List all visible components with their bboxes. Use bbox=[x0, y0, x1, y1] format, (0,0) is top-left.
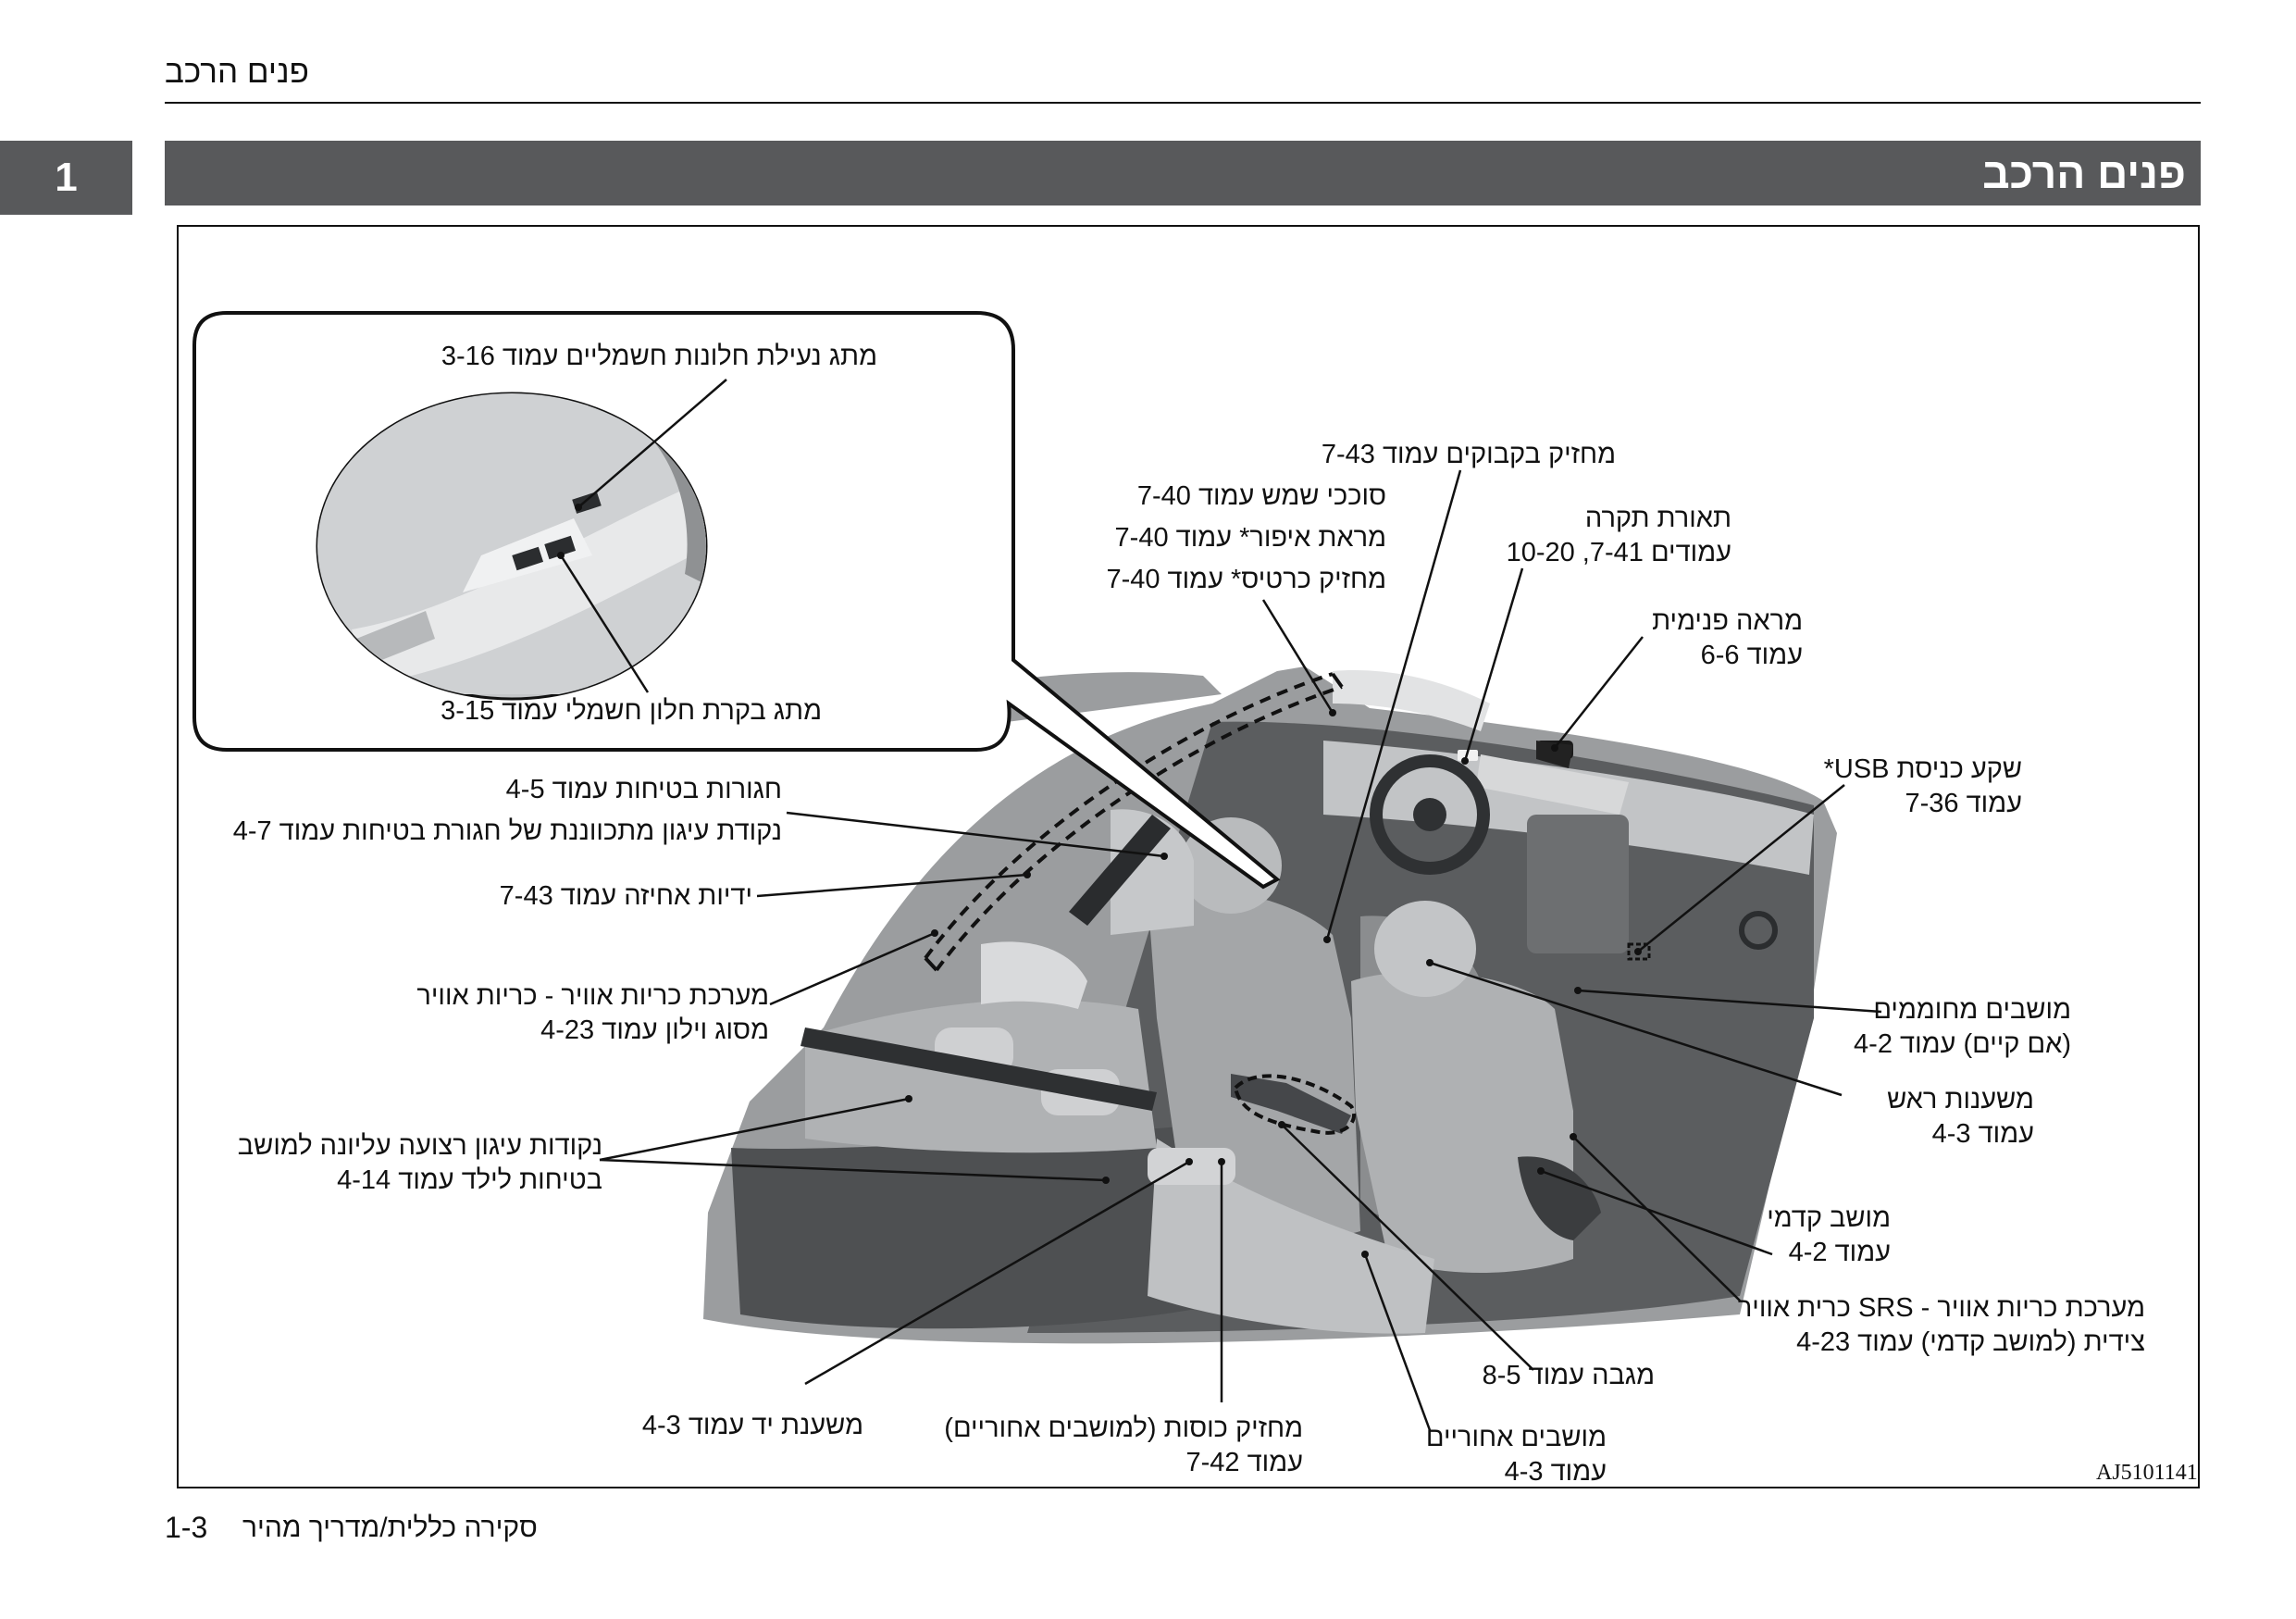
footer-page-number: 1-3 bbox=[165, 1511, 208, 1544]
label-towel: מגבה עמוד 8-5 bbox=[1482, 1361, 1655, 1390]
label-usb-port: שקע כניסת USB* עמוד 7-36 bbox=[1823, 754, 2022, 818]
leader-lines bbox=[559, 379, 1882, 1431]
label-rearview-mirror: מראה פנימית עמוד 6-6 bbox=[1652, 606, 1803, 670]
label-bottle-holder: מחזיק בקבוקים עמוד 7-43 bbox=[1321, 440, 1616, 469]
label-assist-grips: ידיות אחיזה עמוד 7-43 bbox=[499, 881, 752, 911]
label-window-lock-switch: מתג נעילת חלונות חשמליים עמוד 3-16 bbox=[441, 342, 877, 371]
label-side-airbags: מערכת כריות אוויר - SRS כרית אוויר צידית … bbox=[1737, 1293, 2145, 1357]
label-rear-seats: מושבים אחוריים עמוד 4-3 bbox=[1425, 1423, 1607, 1487]
footer-book-title: סקירה כללית/מדריך מהיר bbox=[242, 1513, 538, 1543]
label-belt-anchor: נקודת עיגון מתכווננת של חגורת בטיחות עמו… bbox=[232, 816, 782, 846]
label-card-holder: מחזיק כרטיס* עמוד 7-40 bbox=[1106, 565, 1386, 594]
label-vanity-mirror: מראת איפור* עמוד 7-40 bbox=[1114, 523, 1386, 553]
label-armrest: משענת יד עמוד 4-3 bbox=[641, 1411, 863, 1440]
label-front-seat: מושב קדמי עמוד 4-2 bbox=[1767, 1203, 1891, 1267]
label-heated-seats: מושבים מחוממים (אם קיים) עמוד 4-2 bbox=[1854, 995, 2071, 1059]
figure-frame bbox=[177, 225, 2200, 1488]
section-bar: פנים הרכב bbox=[165, 141, 2201, 205]
section-title: פנים הרכב bbox=[1982, 149, 2186, 197]
label-tether-anchors: נקודות עיגון רצועה עליונה למושב בטיחות לי… bbox=[237, 1131, 602, 1195]
label-cup-holder: מחזיק כוסות (למושבים אחוריים) עמוד 7-42 bbox=[944, 1414, 1303, 1477]
label-power-window-switch: מתג בקרת חלון חשמלי עמוד 3-15 bbox=[441, 696, 822, 726]
label-curtain-airbags: מערכת כריות אוויר - כריות אוויר מסוג וילו… bbox=[416, 981, 769, 1045]
label-interior-lamps: תאורת תקרה עמודים 7-41, 10-20 bbox=[1506, 504, 1731, 567]
car-body bbox=[703, 666, 1837, 1344]
chapter-tab: 1 bbox=[0, 141, 132, 215]
figure-code: AJ5101141 bbox=[2096, 1461, 2198, 1485]
label-head-restraints: משענות ראש עמוד 4-3 bbox=[1887, 1085, 2034, 1149]
header-rule bbox=[165, 102, 2201, 104]
label-sun-visor: סוככי שמש עמוד 7-40 bbox=[1136, 481, 1386, 511]
running-head-title: פנים הרכב bbox=[165, 54, 309, 90]
label-seat-belts: חגורות בטיחות עמוד 4-5 bbox=[505, 775, 782, 804]
